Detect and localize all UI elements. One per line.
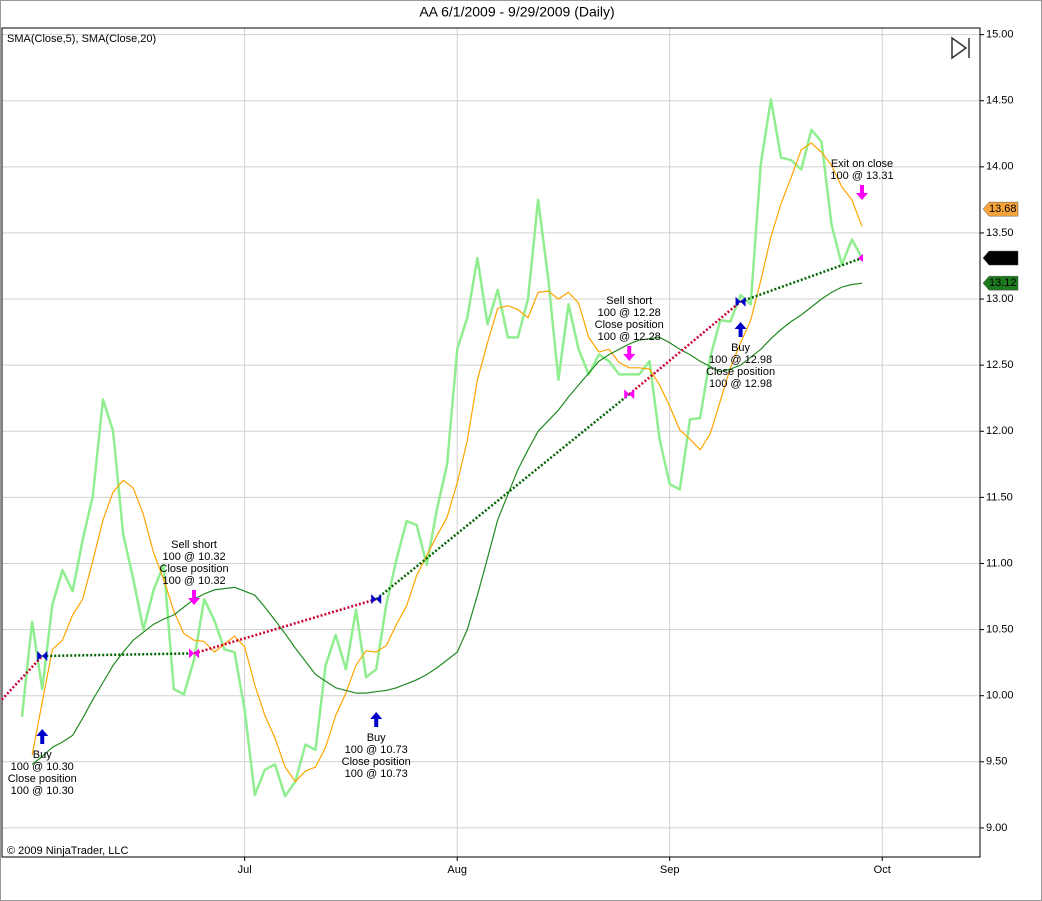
trade-label: Close position (160, 563, 229, 575)
trade-line (628, 300, 742, 396)
trade-arrow (370, 712, 383, 727)
trade-marker (37, 651, 48, 662)
trade-label: 100 @ 12.28 (598, 331, 661, 343)
trade-label: 100 @ 10.32 (162, 575, 225, 587)
last-value-tag (982, 275, 1019, 291)
trade-label: 100 @ 10.30 (11, 785, 74, 797)
trade-label: 100 @ 10.73 (345, 768, 408, 780)
x-tick-label: Sep (660, 864, 680, 876)
y-tick-label: 9.50 (986, 756, 1007, 768)
trade-marker (189, 648, 200, 659)
trade-label: Sell short (606, 295, 652, 307)
y-tick-label: 13.50 (986, 227, 1014, 239)
trade-label: Close position (342, 756, 411, 768)
trade-label: 100 @ 12.28 (598, 307, 661, 319)
trade-label: Close position (595, 319, 664, 331)
series-line (31, 142, 863, 783)
chart-title: AA 6/1/2009 - 9/29/2009 (Daily) (419, 4, 614, 20)
last-value-label: 13.31 (989, 252, 1017, 264)
trade-label: 100 @ 12.98 (709, 378, 772, 390)
y-tick-label: 14.50 (986, 95, 1014, 107)
y-tick-label: 11.50 (986, 491, 1013, 503)
y-tick-label: 9.00 (986, 822, 1007, 834)
trade-arrow (623, 346, 636, 361)
play-icon[interactable] (951, 36, 970, 60)
trade-line (42, 652, 195, 658)
trade-arrow (734, 322, 747, 337)
y-tick-label: 11.00 (986, 557, 1013, 569)
trade-line (0, 655, 44, 701)
trade-arrow (36, 729, 49, 744)
trade-marker (624, 389, 635, 400)
trade-label: 100 @ 13.31 (830, 170, 893, 182)
trade-label: Exit on close (831, 158, 893, 170)
y-tick-label: 10.00 (986, 690, 1014, 702)
trade-marker (735, 296, 746, 307)
y-tick-label: 14.00 (986, 161, 1014, 173)
last-value-label: 13.68 (989, 203, 1017, 215)
series-line (20, 98, 864, 798)
plot-border (1, 27, 981, 858)
y-tick-label: 12.50 (986, 359, 1014, 371)
last-value-tag (982, 250, 1019, 266)
trade-label: 100 @ 12.98 (709, 354, 772, 366)
trade-label: Buy (33, 749, 52, 761)
trade-label: Close position (706, 366, 775, 378)
exit-marker (858, 254, 863, 263)
trade-label: Buy (731, 342, 750, 354)
x-tick-label: Oct (874, 864, 891, 876)
last-value-label: 13.12 (989, 277, 1017, 289)
last-value-tag (982, 201, 1019, 217)
trade-label: Buy (367, 732, 386, 744)
trade-arrow (856, 185, 868, 200)
y-tick-label: 15.00 (986, 29, 1014, 41)
x-tick-label: Aug (447, 864, 467, 876)
y-tick-label: 12.00 (986, 425, 1014, 437)
copyright: © 2009 NinjaTrader, LLC (7, 845, 128, 857)
y-tick-label: 13.00 (986, 293, 1014, 305)
trade-label: 100 @ 10.73 (345, 744, 408, 756)
trade-arrow (188, 590, 201, 605)
trade-line (740, 256, 863, 303)
trade-label: 100 @ 10.32 (162, 551, 225, 563)
play-triangle[interactable] (951, 36, 968, 60)
trade-label: 100 @ 10.30 (11, 761, 74, 773)
x-tick-label: Jul (238, 864, 252, 876)
trade-label: Sell short (171, 539, 217, 551)
y-tick-label: 10.50 (986, 623, 1014, 635)
indicator-label: SMA(Close,5), SMA(Close,20) (7, 33, 156, 45)
trade-marker (371, 594, 382, 605)
series-line (31, 282, 863, 765)
plot (20, 98, 864, 798)
trade-label: Close position (8, 773, 77, 785)
